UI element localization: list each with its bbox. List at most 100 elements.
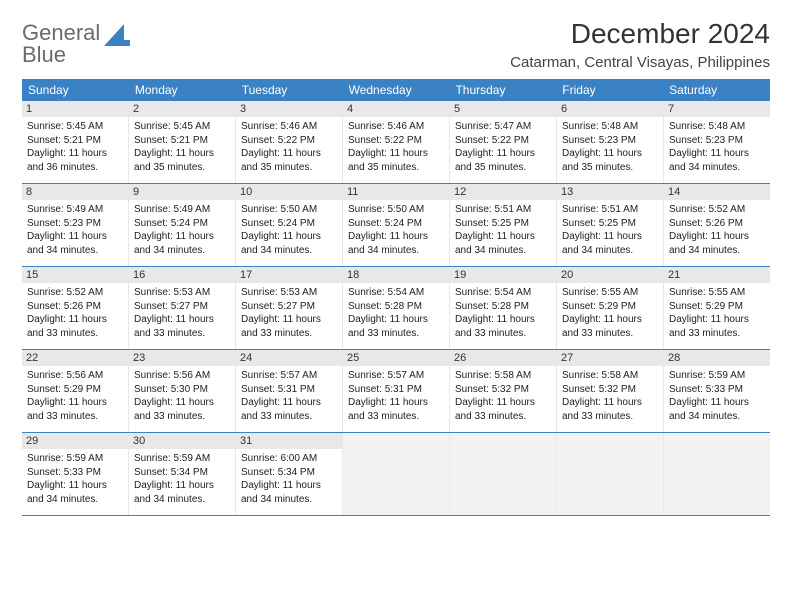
day-cell: 18Sunrise: 5:54 AMSunset: 5:28 PMDayligh…	[343, 267, 450, 349]
day-cell	[450, 433, 557, 515]
sunrise-line: Sunrise: 5:56 AM	[134, 369, 230, 383]
day-info: Sunrise: 5:55 AMSunset: 5:29 PMDaylight:…	[562, 286, 658, 340]
day-cell: 21Sunrise: 5:55 AMSunset: 5:29 PMDayligh…	[664, 267, 770, 349]
day-info: Sunrise: 5:51 AMSunset: 5:25 PMDaylight:…	[455, 203, 551, 257]
sunset-line: Sunset: 5:28 PM	[455, 300, 551, 314]
sunrise-line: Sunrise: 5:56 AM	[27, 369, 123, 383]
weekday-friday: Friday	[556, 79, 663, 101]
sunset-line: Sunset: 5:34 PM	[134, 466, 230, 480]
logo-line2: Blue	[22, 44, 100, 66]
weekday-monday: Monday	[129, 79, 236, 101]
day-number: 28	[664, 350, 770, 366]
daylight-line: Daylight: 11 hours and 34 minutes.	[241, 479, 337, 506]
sunrise-line: Sunrise: 5:51 AM	[562, 203, 658, 217]
day-info: Sunrise: 5:57 AMSunset: 5:31 PMDaylight:…	[241, 369, 337, 423]
day-cell: 24Sunrise: 5:57 AMSunset: 5:31 PMDayligh…	[236, 350, 343, 432]
sunrise-line: Sunrise: 5:58 AM	[455, 369, 551, 383]
sunset-line: Sunset: 5:23 PM	[27, 217, 123, 231]
day-info: Sunrise: 5:56 AMSunset: 5:29 PMDaylight:…	[27, 369, 123, 423]
day-cell: 22Sunrise: 5:56 AMSunset: 5:29 PMDayligh…	[22, 350, 129, 432]
day-info: Sunrise: 5:46 AMSunset: 5:22 PMDaylight:…	[241, 120, 337, 174]
daylight-line: Daylight: 11 hours and 35 minutes.	[562, 147, 658, 174]
weekday-thursday: Thursday	[449, 79, 556, 101]
sunset-line: Sunset: 5:31 PM	[241, 383, 337, 397]
day-number: 2	[129, 101, 235, 117]
sunset-line: Sunset: 5:24 PM	[348, 217, 444, 231]
day-info: Sunrise: 5:49 AMSunset: 5:24 PMDaylight:…	[134, 203, 230, 257]
daylight-line: Daylight: 11 hours and 34 minutes.	[27, 230, 123, 257]
day-number: 16	[129, 267, 235, 283]
sunrise-line: Sunrise: 5:57 AM	[241, 369, 337, 383]
week-row: 1Sunrise: 5:45 AMSunset: 5:21 PMDaylight…	[22, 101, 770, 184]
sunset-line: Sunset: 5:29 PM	[27, 383, 123, 397]
daylight-line: Daylight: 11 hours and 33 minutes.	[455, 396, 551, 423]
day-info: Sunrise: 5:46 AMSunset: 5:22 PMDaylight:…	[348, 120, 444, 174]
day-info: Sunrise: 5:45 AMSunset: 5:21 PMDaylight:…	[134, 120, 230, 174]
sunset-line: Sunset: 5:25 PM	[562, 217, 658, 231]
day-cell: 28 Sunrise: 5:59 AMSunset: 5:33 PMDayligh…	[664, 350, 770, 432]
sunrise-line: Sunrise: 5:49 AM	[27, 203, 123, 217]
weekday-saturday: Saturday	[663, 79, 770, 101]
day-cell: 1Sunrise: 5:45 AMSunset: 5:21 PMDaylight…	[22, 101, 129, 183]
day-number: 9	[129, 184, 235, 200]
day-number: 25	[343, 350, 449, 366]
daylight-line: Daylight: 11 hours and 34 minutes.	[27, 479, 123, 506]
logo-triangle-icon	[104, 24, 130, 46]
sunrise-line: Sunrise: 5:49 AM	[134, 203, 230, 217]
day-cell: 13Sunrise: 5:51 AMSunset: 5:25 PMDayligh…	[557, 184, 664, 266]
day-cell: 17Sunrise: 5:53 AMSunset: 5:27 PMDayligh…	[236, 267, 343, 349]
week-row: 8Sunrise: 5:49 AMSunset: 5:23 PMDaylight…	[22, 184, 770, 267]
weekday-tuesday: Tuesday	[236, 79, 343, 101]
daylight-line: Daylight: 11 hours and 33 minutes.	[134, 396, 230, 423]
daylight-line: Daylight: 11 hours and 33 minutes.	[669, 313, 765, 340]
day-cell: 10Sunrise: 5:50 AMSunset: 5:24 PMDayligh…	[236, 184, 343, 266]
sunset-line: Sunset: 5:22 PM	[241, 134, 337, 148]
sunset-line: Sunset: 5:29 PM	[669, 300, 765, 314]
week-row: 29Sunrise: 5:59 AMSunset: 5:33 PMDayligh…	[22, 433, 770, 516]
day-cell: 8Sunrise: 5:49 AMSunset: 5:23 PMDaylight…	[22, 184, 129, 266]
day-number: 18	[343, 267, 449, 283]
logo-line1: General	[22, 22, 100, 44]
day-info: Sunrise: 5:57 AMSunset: 5:31 PMDaylight:…	[348, 369, 444, 423]
sunset-line: Sunset: 5:25 PM	[455, 217, 551, 231]
day-info: Sunrise: 5:47 AMSunset: 5:22 PMDaylight:…	[455, 120, 551, 174]
daylight-line: Daylight: 11 hours and 33 minutes.	[348, 396, 444, 423]
day-cell: 31Sunrise: 6:00 AMSunset: 5:34 PMDayligh…	[236, 433, 343, 515]
sunrise-line: Sunrise: 5:52 AM	[669, 203, 765, 217]
sunset-line: Sunset: 5:32 PM	[455, 383, 551, 397]
day-cell: 29Sunrise: 5:59 AMSunset: 5:33 PMDayligh…	[22, 433, 129, 515]
day-number: 10	[236, 184, 342, 200]
sunrise-line: Sunrise: 5:59 AM	[669, 369, 765, 383]
day-info: Sunrise: 5:58 AMSunset: 5:32 PMDaylight:…	[455, 369, 551, 423]
sunset-line: Sunset: 5:27 PM	[134, 300, 230, 314]
sunset-line: Sunset: 5:28 PM	[348, 300, 444, 314]
day-cell: 6Sunrise: 5:48 AMSunset: 5:23 PMDaylight…	[557, 101, 664, 183]
day-number: 17	[236, 267, 342, 283]
sunrise-line: Sunrise: 5:50 AM	[241, 203, 337, 217]
day-number: 20	[557, 267, 663, 283]
day-number: 6	[557, 101, 663, 117]
day-cell: 26Sunrise: 5:58 AMSunset: 5:32 PMDayligh…	[450, 350, 557, 432]
sunset-line: Sunset: 5:33 PM	[669, 383, 765, 397]
sunrise-line: Sunrise: 5:54 AM	[348, 286, 444, 300]
sunset-line: Sunset: 5:26 PM	[669, 217, 765, 231]
day-number: 4	[343, 101, 449, 117]
day-cell: 20 Sunrise: 5:55 AMSunset: 5:29 PMDayligh…	[557, 267, 664, 349]
sunrise-line: Sunrise: 5:47 AM	[455, 120, 551, 134]
day-info: Sunrise: 5:59 AMSunset: 5:34 PMDaylight:…	[134, 452, 230, 506]
day-cell: 9 Sunrise: 5:49 AMSunset: 5:24 PMDaylight…	[129, 184, 236, 266]
sunrise-line: Sunrise: 5:46 AM	[348, 120, 444, 134]
daylight-line: Daylight: 11 hours and 34 minutes.	[134, 479, 230, 506]
daylight-line: Daylight: 11 hours and 34 minutes.	[669, 147, 765, 174]
sunrise-line: Sunrise: 5:55 AM	[562, 286, 658, 300]
sunrise-line: Sunrise: 5:48 AM	[562, 120, 658, 134]
daylight-line: Daylight: 11 hours and 34 minutes.	[348, 230, 444, 257]
sunset-line: Sunset: 5:22 PM	[455, 134, 551, 148]
day-number: 7	[664, 101, 770, 117]
daylight-line: Daylight: 11 hours and 33 minutes.	[27, 313, 123, 340]
day-info: Sunrise: 5:59 AMSunset: 5:33 PMDaylight:…	[669, 369, 765, 423]
sunset-line: Sunset: 5:26 PM	[27, 300, 123, 314]
day-info: Sunrise: 5:45 AMSunset: 5:21 PMDaylight:…	[27, 120, 123, 174]
day-cell: 23Sunrise: 5:56 AMSunset: 5:30 PMDayligh…	[129, 350, 236, 432]
day-cell: 7Sunrise: 5:48 AMSunset: 5:23 PMDaylight…	[664, 101, 770, 183]
